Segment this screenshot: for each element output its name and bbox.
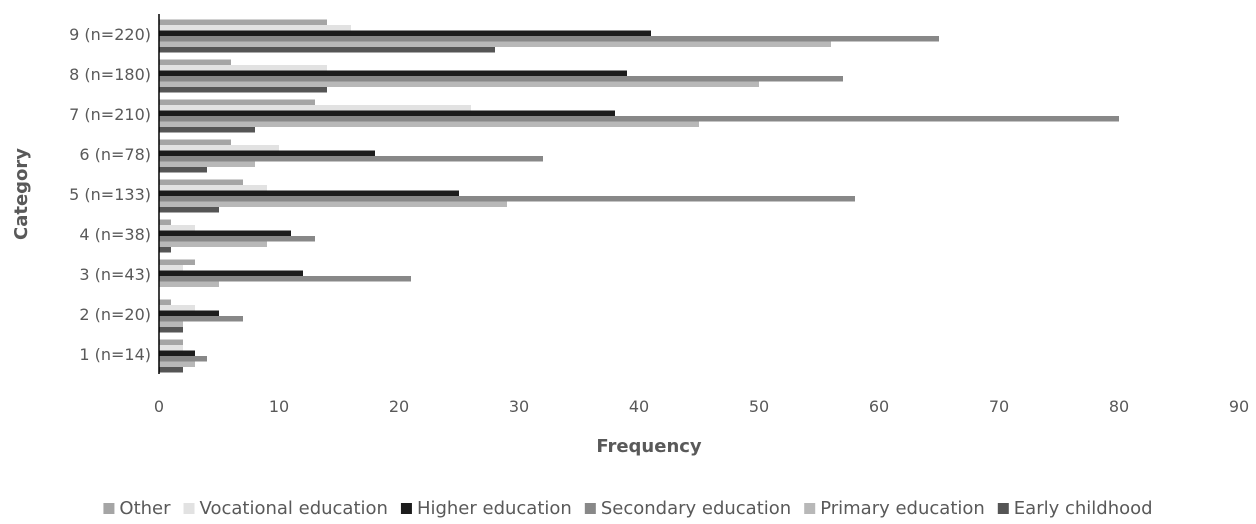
legend-swatch <box>401 503 412 514</box>
bar-primary-education-cat-7 <box>159 122 699 128</box>
legend-swatch <box>103 503 114 514</box>
y-tick-label: 3 (n=43) <box>79 265 151 284</box>
bar-higher-education-cat-4 <box>159 231 291 237</box>
legend-label: Vocational education <box>200 498 388 519</box>
y-tick-label: 5 (n=133) <box>69 185 151 204</box>
bars <box>159 20 1119 373</box>
legend-item-higher-education: Higher education <box>401 498 572 519</box>
x-tick-labels: 0 10 20 30 40 50 60 70 80 90 <box>154 397 1249 416</box>
bar-higher-education-cat-1 <box>159 351 195 357</box>
y-tick-label: 6 (n=78) <box>79 145 151 164</box>
bar-other-cat-9 <box>159 20 327 26</box>
bar-primary-education-cat-9 <box>159 42 831 48</box>
bar-vocational-education-cat-5 <box>159 185 267 191</box>
legend-item-secondary-education: Secondary education <box>585 498 791 519</box>
bar-secondary-education-cat-8 <box>159 76 843 82</box>
bar-other-cat-3 <box>159 260 195 266</box>
bar-vocational-education-cat-3 <box>159 265 183 271</box>
bar-early-childhood-cat-5 <box>159 207 219 213</box>
bar-higher-education-cat-9 <box>159 31 651 37</box>
y-axis-title: Category <box>11 148 32 240</box>
bar-vocational-education-cat-6 <box>159 145 279 151</box>
bar-primary-education-cat-4 <box>159 242 267 248</box>
legend-swatch <box>184 503 195 514</box>
x-tick-label: 60 <box>869 397 889 416</box>
bar-higher-education-cat-3 <box>159 271 303 277</box>
legend-label: Other <box>119 498 171 519</box>
x-tick-label: 80 <box>1109 397 1129 416</box>
y-tick-label: 9 (n=220) <box>69 25 151 44</box>
legend-item-early-childhood: Early childhood <box>998 498 1153 519</box>
legend-label: Primary education <box>820 498 985 519</box>
bar-primary-education-cat-1 <box>159 362 195 368</box>
bar-other-cat-8 <box>159 60 231 66</box>
bar-primary-education-cat-8 <box>159 82 759 88</box>
legend-item-primary-education: Primary education <box>804 498 985 519</box>
legend-item-other: Other <box>103 498 171 519</box>
bar-secondary-education-cat-1 <box>159 356 207 362</box>
legend-swatch <box>998 503 1009 514</box>
legend-swatch <box>804 503 815 514</box>
bar-secondary-education-cat-9 <box>159 36 939 42</box>
bar-primary-education-cat-2 <box>159 322 183 328</box>
bar-other-cat-4 <box>159 220 171 226</box>
bar-other-cat-6 <box>159 140 231 146</box>
bar-secondary-education-cat-5 <box>159 196 855 202</box>
x-tick-label: 90 <box>1229 397 1249 416</box>
y-tick-label: 2 (n=20) <box>79 305 151 324</box>
legend-label: Secondary education <box>601 498 791 519</box>
x-tick-label: 30 <box>509 397 529 416</box>
bar-vocational-education-cat-2 <box>159 305 195 311</box>
bar-early-childhood-cat-4 <box>159 247 171 253</box>
bar-early-childhood-cat-1 <box>159 367 183 373</box>
y-tick-label: 8 (n=180) <box>69 65 151 84</box>
bar-early-childhood-cat-2 <box>159 327 183 333</box>
x-tick-label: 0 <box>154 397 164 416</box>
bar-early-childhood-cat-8 <box>159 87 327 93</box>
x-tick-label: 50 <box>749 397 769 416</box>
bar-other-cat-5 <box>159 180 243 186</box>
y-tick-label: 1 (n=14) <box>79 345 151 364</box>
legend-label: Early childhood <box>1014 498 1153 519</box>
bar-secondary-education-cat-4 <box>159 236 315 242</box>
bar-secondary-education-cat-7 <box>159 116 1119 122</box>
legend-label: Higher education <box>417 498 572 519</box>
bar-early-childhood-cat-6 <box>159 167 207 173</box>
bar-higher-education-cat-2 <box>159 311 219 317</box>
bar-secondary-education-cat-2 <box>159 316 243 322</box>
legend: Other Vocational education Higher educatio… <box>103 498 1152 519</box>
x-axis-title: Frequency <box>596 436 702 457</box>
y-tick-labels: 1 (n=14) 2 (n=20) 3 (n=43) 4 (n=38) 5 (n=133… <box>69 25 151 364</box>
x-tick-label: 70 <box>989 397 1009 416</box>
bar-higher-education-cat-8 <box>159 71 627 77</box>
bar-vocational-education-cat-8 <box>159 65 327 71</box>
y-tick-label: 4 (n=38) <box>79 225 151 244</box>
x-tick-label: 10 <box>269 397 289 416</box>
bar-higher-education-cat-5 <box>159 191 459 197</box>
bar-other-cat-1 <box>159 340 183 346</box>
legend-item-vocational-education: Vocational education <box>184 498 388 519</box>
bar-vocational-education-cat-4 <box>159 225 195 231</box>
bar-higher-education-cat-6 <box>159 151 375 157</box>
bar-secondary-education-cat-6 <box>159 156 543 162</box>
bar-other-cat-7 <box>159 100 315 106</box>
bar-primary-education-cat-3 <box>159 282 219 288</box>
bar-vocational-education-cat-9 <box>159 25 351 31</box>
bar-other-cat-2 <box>159 300 171 306</box>
bar-early-childhood-cat-9 <box>159 47 495 53</box>
y-tick-label: 7 (n=210) <box>69 105 151 124</box>
bar-early-childhood-cat-7 <box>159 127 255 133</box>
bar-primary-education-cat-5 <box>159 202 507 208</box>
bar-vocational-education-cat-1 <box>159 345 183 351</box>
x-tick-label: 40 <box>629 397 649 416</box>
bar-secondary-education-cat-3 <box>159 276 411 282</box>
legend-swatch <box>585 503 596 514</box>
x-tick-label: 20 <box>389 397 409 416</box>
bar-primary-education-cat-6 <box>159 162 255 168</box>
bar-vocational-education-cat-7 <box>159 105 471 111</box>
bar-higher-education-cat-7 <box>159 111 615 117</box>
